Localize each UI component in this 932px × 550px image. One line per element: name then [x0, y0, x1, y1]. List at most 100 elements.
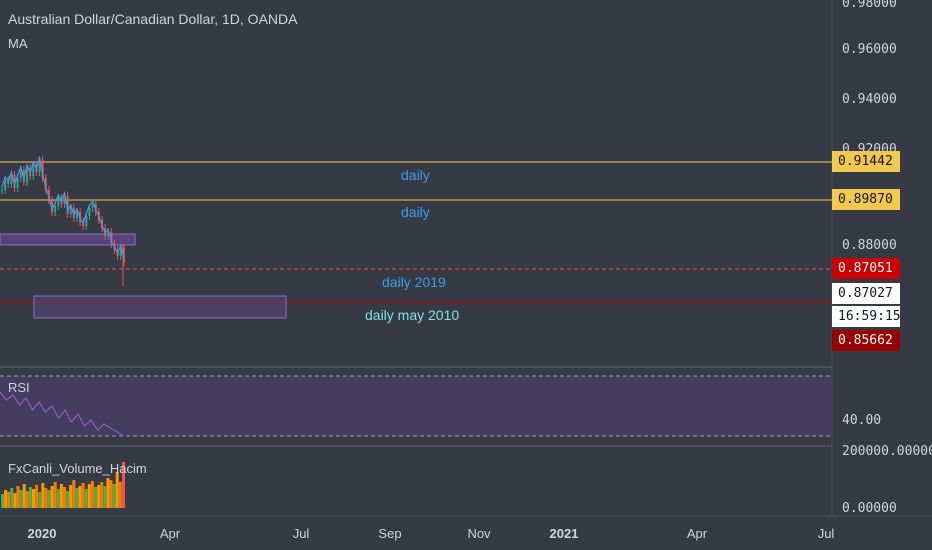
volume-bar — [41, 483, 45, 508]
candle-body — [13, 175, 16, 188]
symbol-title[interactable]: Australian Dollar/Canadian Dollar, 1D, O… — [8, 11, 298, 27]
volume-bar — [19, 490, 23, 508]
annotation-daily-1[interactable]: daily — [401, 167, 430, 183]
volume-bar — [66, 491, 70, 508]
candle-body — [63, 196, 66, 204]
volume-bar — [59, 484, 63, 508]
volume-bar — [47, 490, 51, 508]
candle-body — [44, 178, 47, 190]
indicator-ma-label[interactable]: MA — [8, 36, 28, 51]
candle-body — [122, 248, 125, 262]
candle-body — [91, 204, 94, 208]
volume-bar — [50, 486, 54, 508]
volume-bar — [115, 472, 119, 508]
volume-bar — [7, 492, 11, 508]
volume-bar — [94, 487, 97, 508]
volume-bar — [118, 482, 122, 508]
volume-label[interactable]: FxCanli_Volume_Hacim — [8, 461, 147, 476]
candle-body — [38, 160, 41, 172]
volume-bar — [56, 489, 60, 508]
candle-body — [69, 208, 72, 214]
candle-body — [66, 196, 69, 214]
volume-bar — [10, 488, 14, 508]
candle-body — [107, 232, 110, 236]
volume-bar — [100, 482, 104, 508]
price-tick: 0.94000 — [842, 92, 897, 107]
price-label-current: 0.87051 — [832, 258, 900, 279]
time-tick-jul: Jul — [292, 526, 310, 541]
annotation-daily-may-2010[interactable]: daily may 2010 — [365, 307, 460, 323]
candle-body — [19, 170, 22, 178]
candle-body — [76, 212, 78, 218]
volume-bar — [32, 489, 35, 508]
volume-bar — [16, 486, 20, 508]
countdown-timer: 16:59:15 — [832, 306, 901, 327]
volume-bar — [22, 484, 26, 508]
candle-body — [41, 160, 44, 178]
volume-tick-top: 200000.00000 — [842, 444, 932, 459]
volume-histogram — [1, 462, 125, 508]
candle-body — [32, 165, 35, 176]
annotation-daily-2019[interactable]: daily 2019 — [382, 274, 446, 290]
time-tick-2021: 2021 — [549, 526, 579, 541]
volume-bar — [81, 483, 85, 508]
candle-body — [22, 170, 25, 182]
candle-body — [85, 216, 88, 226]
price-tick: 0.96000 — [842, 42, 897, 57]
candle-body — [51, 200, 53, 212]
zone-rectangle-1[interactable] — [0, 233, 136, 246]
volume-bar — [106, 478, 110, 508]
price-label-daily-may-2010: 0.85662 — [832, 330, 900, 351]
volume-bar — [69, 485, 73, 508]
volume-bar — [84, 489, 88, 508]
volume-tick-bottom: 0.00000 — [842, 501, 897, 516]
rsi-label[interactable]: RSI — [8, 380, 30, 395]
candle-body — [1, 190, 3, 191]
volume-bar — [90, 481, 94, 508]
volume-bar — [35, 485, 39, 508]
volume-bar — [75, 488, 79, 508]
volume-bar — [122, 462, 125, 508]
volume-bar — [25, 491, 29, 508]
volume-bar — [4, 490, 8, 508]
candle-body — [54, 206, 57, 212]
candle-body — [26, 168, 28, 182]
volume-bar — [44, 488, 48, 508]
rsi-tick: 40.00 — [842, 413, 882, 428]
volume-bar — [97, 485, 101, 508]
time-tick-nov: Nov — [467, 526, 491, 541]
price-label-daily-2: 0.89870 — [832, 189, 900, 210]
candle-body — [57, 198, 60, 206]
time-tick-sep: Sep — [378, 526, 402, 541]
rsi-line — [0, 391, 124, 437]
time-tick-apr-2021: Apr — [686, 526, 708, 541]
candle-body — [7, 180, 10, 184]
volume-bar — [38, 492, 42, 508]
main-pane[interactable] — [0, 0, 832, 366]
moving-average-line — [1, 156, 125, 260]
volume-bar — [28, 487, 32, 508]
candle-body — [110, 232, 113, 244]
candle-body — [10, 175, 13, 184]
time-tick-2020: 2020 — [27, 526, 57, 541]
time-tick-jul-2021: Jul — [817, 526, 835, 541]
volume-bar — [109, 480, 113, 508]
volume-bar — [13, 493, 17, 508]
zone-rectangle-2[interactable] — [33, 295, 287, 319]
annotation-daily-2[interactable]: daily — [401, 204, 430, 220]
volume-bar — [1, 494, 4, 508]
candle-body — [119, 248, 122, 256]
candle-body — [82, 222, 85, 226]
time-tick-apr: Apr — [159, 526, 181, 541]
volume-bar — [72, 480, 76, 508]
rsi-band — [0, 376, 832, 436]
candle-body — [4, 180, 7, 190]
volume-bar — [78, 486, 82, 508]
volume-bar — [53, 482, 57, 508]
volume-bar — [63, 487, 66, 508]
price-label-last: 0.87027 — [832, 283, 900, 304]
price-tick: 0.88000 — [842, 238, 897, 253]
price-label-daily-1: 0.91442 — [832, 151, 900, 172]
price-tick: 0.98000 — [842, 0, 897, 11]
